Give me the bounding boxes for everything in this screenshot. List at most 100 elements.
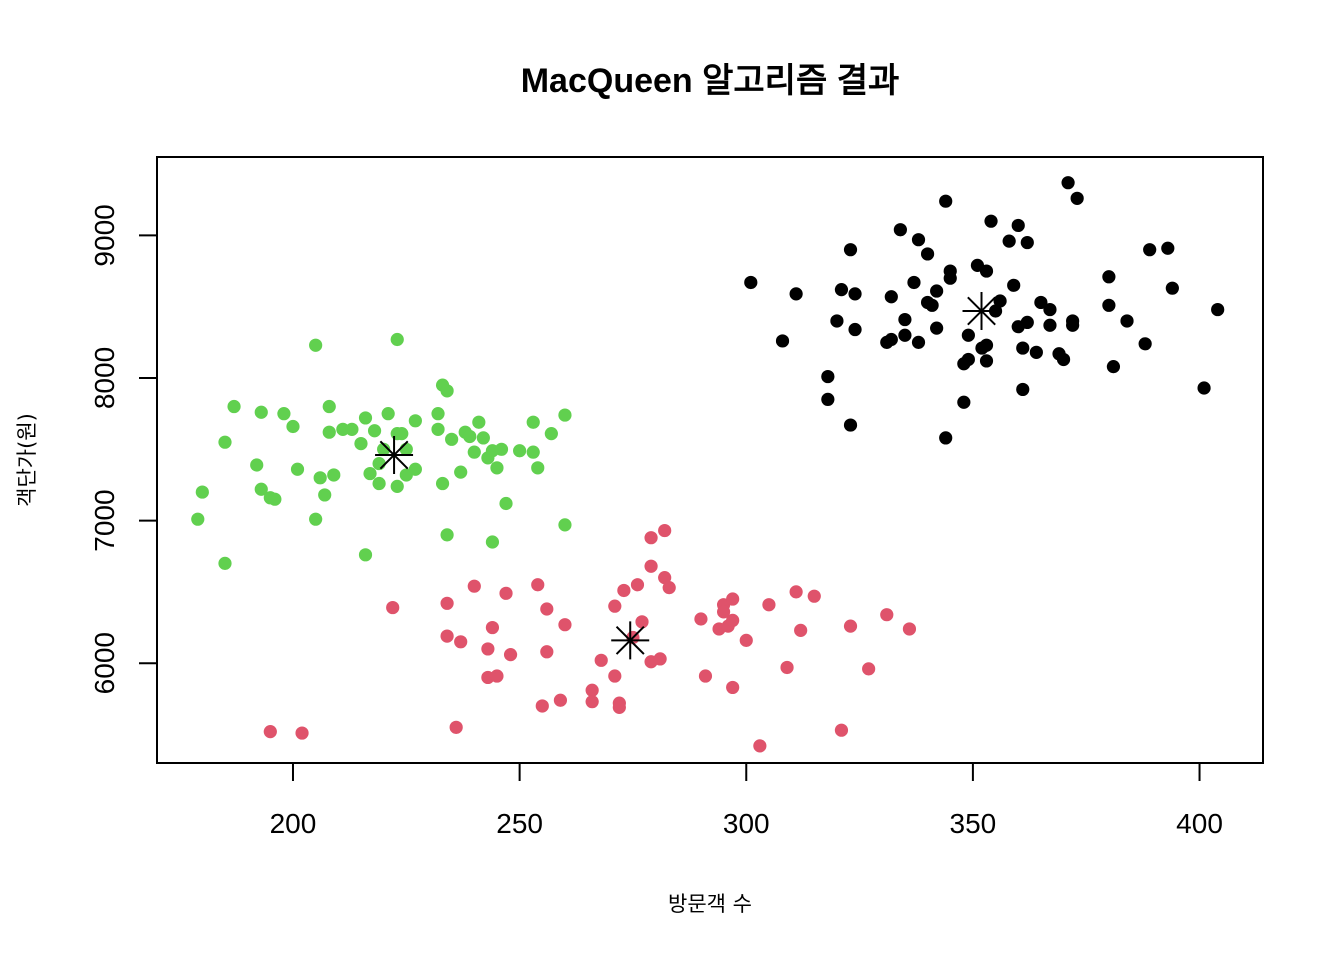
data-point xyxy=(1020,315,1034,330)
data-point xyxy=(961,352,975,367)
data-point xyxy=(911,233,926,247)
data-point xyxy=(653,652,667,666)
x-axis-title: 방문객 수 xyxy=(668,892,752,916)
data-point xyxy=(993,294,1007,308)
data-point xyxy=(513,444,527,458)
data-point xyxy=(318,488,332,502)
data-point xyxy=(1020,235,1034,250)
data-point xyxy=(191,512,205,526)
data-point xyxy=(263,725,277,739)
data-point xyxy=(762,598,776,612)
data-point xyxy=(531,461,545,475)
data-point xyxy=(1056,352,1071,367)
data-point xyxy=(454,465,468,479)
data-point xyxy=(943,264,957,278)
data-point xyxy=(286,419,300,434)
data-point xyxy=(481,642,495,656)
data-point xyxy=(1061,176,1075,190)
data-point xyxy=(1197,381,1211,395)
data-point xyxy=(526,445,540,459)
data-point xyxy=(834,283,849,297)
data-point xyxy=(327,468,341,482)
x-tick-label: 250 xyxy=(496,808,543,839)
data-point xyxy=(499,496,513,511)
cluster-3-series xyxy=(191,332,572,570)
data-point xyxy=(454,635,468,649)
data-point xyxy=(354,437,368,451)
data-point xyxy=(1165,281,1179,295)
data-point xyxy=(830,314,844,328)
data-point xyxy=(399,442,413,456)
data-point xyxy=(1161,241,1175,255)
y-tick-label: 8000 xyxy=(89,347,120,409)
data-point xyxy=(499,586,513,600)
data-point xyxy=(490,669,504,683)
data-point xyxy=(658,523,672,538)
data-point xyxy=(358,411,373,425)
data-point xyxy=(644,559,658,573)
data-point xyxy=(535,699,549,713)
data-point xyxy=(961,328,975,342)
data-point xyxy=(585,695,599,709)
data-point xyxy=(662,581,676,595)
data-point xyxy=(893,223,907,237)
data-point xyxy=(431,422,445,436)
data-point xyxy=(834,723,849,737)
data-point xyxy=(716,605,731,619)
data-point xyxy=(381,407,395,421)
data-point xyxy=(898,328,912,342)
x-tick-label: 350 xyxy=(950,808,997,839)
y-axis-title: 객단가(원) xyxy=(15,413,39,507)
data-point xyxy=(862,662,876,676)
data-point xyxy=(658,571,672,585)
data-point xyxy=(553,693,568,707)
data-point xyxy=(979,354,994,368)
data-point xyxy=(322,399,336,414)
data-point xyxy=(268,492,282,506)
centers-layer xyxy=(375,291,1001,660)
data-point xyxy=(617,583,631,598)
x-axis: 200 250 300 350 400 xyxy=(270,762,1223,839)
cluster-1-series xyxy=(744,176,1225,445)
data-point xyxy=(558,408,572,422)
data-point xyxy=(440,629,454,643)
data-point xyxy=(544,427,558,441)
data-point xyxy=(1070,191,1084,205)
data-point xyxy=(1102,270,1116,284)
y-tick-label: 6000 xyxy=(89,632,120,694)
data-point xyxy=(726,592,740,606)
cluster-2-series xyxy=(263,523,917,753)
data-point xyxy=(363,466,377,481)
x-tick-label: 200 xyxy=(270,808,317,839)
data-point xyxy=(558,518,572,532)
data-point xyxy=(386,600,400,615)
data-point xyxy=(290,462,305,476)
data-point xyxy=(775,334,790,348)
data-point xyxy=(395,427,409,441)
data-point xyxy=(635,615,649,629)
data-point xyxy=(848,287,862,301)
data-point xyxy=(957,395,971,409)
data-point xyxy=(594,653,608,667)
data-point xyxy=(322,425,336,439)
data-point xyxy=(939,431,953,445)
data-point xyxy=(435,476,450,491)
data-point xyxy=(254,405,268,419)
data-point xyxy=(372,476,386,491)
points-layer xyxy=(191,176,1225,753)
data-point xyxy=(585,683,599,697)
data-point xyxy=(1102,298,1116,312)
data-point xyxy=(843,619,858,633)
data-point xyxy=(1002,234,1016,248)
data-point xyxy=(780,660,794,675)
data-point xyxy=(884,332,898,347)
data-point xyxy=(694,612,708,626)
data-point xyxy=(531,578,545,592)
data-point xyxy=(218,556,232,570)
data-point xyxy=(984,214,998,228)
data-point xyxy=(254,482,268,496)
x-tick-label: 300 xyxy=(723,808,770,839)
data-point xyxy=(726,680,740,695)
data-point xyxy=(880,608,894,622)
data-point xyxy=(503,648,518,662)
